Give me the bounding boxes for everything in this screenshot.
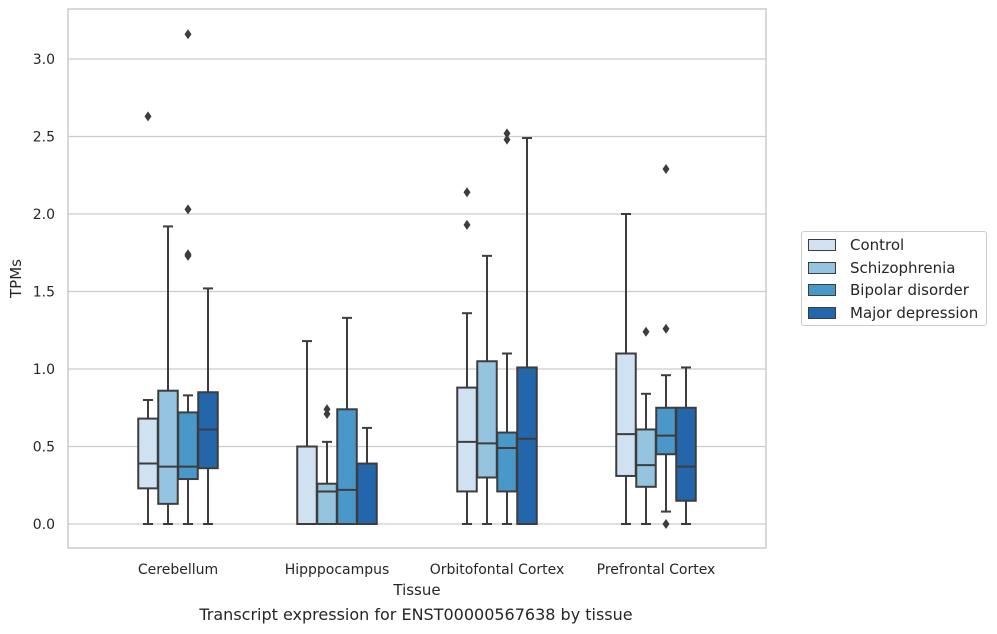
box [336, 408, 358, 525]
outlier-point [642, 326, 650, 337]
outlier-point [184, 249, 192, 260]
outlier-point [662, 164, 670, 175]
y-tick-label: 1.5 [33, 285, 55, 301]
box [516, 366, 538, 526]
legend-item-major-depression: Major depression [808, 303, 978, 323]
box [615, 352, 637, 477]
box [655, 406, 677, 456]
outlier-point [662, 519, 670, 529]
box [316, 482, 338, 526]
y-tick-label: 2.0 [33, 207, 55, 223]
box [157, 389, 179, 505]
outlier-point [144, 111, 152, 122]
box [296, 445, 318, 525]
legend-item-bipolar-disorder: Bipolar disorder [808, 280, 969, 300]
legend-label-schizophrenia: Schizophrenia [850, 259, 956, 277]
outlier-point [662, 323, 670, 334]
box [675, 406, 697, 502]
outlier-point [463, 187, 471, 198]
box [476, 360, 498, 479]
legend-label-major-depression: Major depression [850, 304, 979, 322]
legend-label-bipolar-disorder: Bipolar disorder [850, 281, 969, 299]
outlier-point [184, 29, 192, 40]
legend-swatch-schizophrenia [808, 262, 836, 274]
y-tick-label: 3.0 [33, 52, 55, 68]
y-tick-label: 0.5 [33, 440, 55, 456]
plot-frame [67, 8, 767, 549]
box [137, 417, 159, 490]
legend-swatch-bipolar-disorder [808, 284, 836, 296]
box [635, 428, 657, 488]
x-tick-label: Cerebellum [138, 562, 218, 578]
legend-item-control: Control [808, 235, 904, 255]
outlier-point [503, 128, 511, 139]
outlier-point [323, 404, 331, 415]
legend-swatch-major-depression [808, 307, 836, 319]
x-tick-label: Orbitofontal Cortex [430, 562, 565, 578]
y-tick-label: 0.0 [33, 517, 55, 533]
x-tick-label: Prefrontal Cortex [597, 562, 716, 578]
y-tick-label: 1.0 [33, 362, 55, 378]
outlier-point [184, 204, 192, 215]
outlier-point [503, 134, 511, 145]
legend: Control Schizophrenia Bipolar disorder M… [801, 231, 987, 326]
legend-label-control: Control [850, 236, 905, 254]
box [456, 386, 478, 493]
legend-item-schizophrenia: Schizophrenia [808, 258, 955, 278]
x-tick-label: Hipppocampus [285, 562, 390, 578]
chart-caption: Transcript expression for ENST0000056763… [199, 605, 633, 624]
box [356, 462, 378, 525]
x-axis-label: Tissue [392, 581, 440, 599]
y-axis-label: TPMs [7, 259, 25, 299]
box [177, 411, 199, 481]
outlier-point [463, 219, 471, 230]
box [496, 431, 518, 493]
legend-swatch-control [808, 239, 836, 251]
y-tick-label: 2.5 [33, 130, 55, 146]
